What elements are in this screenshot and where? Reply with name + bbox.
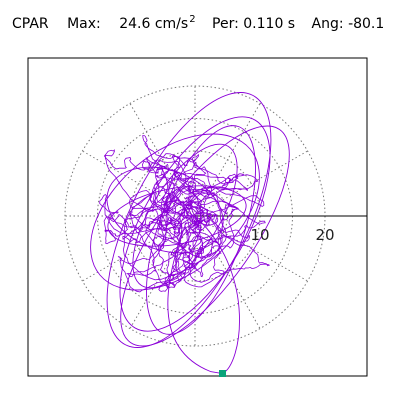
motion-trace — [90, 92, 290, 374]
trace-loop — [132, 143, 238, 289]
trace-loop — [107, 185, 247, 247]
radial-tick-label: 20 — [315, 226, 334, 244]
grid-spoke — [129, 103, 196, 217]
grid-spoke — [82, 150, 196, 217]
trace-loop — [146, 125, 256, 335]
trace-core — [99, 135, 270, 293]
trace-loop — [106, 166, 224, 254]
max-unit-exponent: 2 — [189, 14, 196, 25]
max-value: 24.6 cm/s2 — [119, 14, 196, 32]
radial-tick-label: 10 — [250, 226, 269, 244]
max-label: Max: — [67, 16, 101, 32]
trace-loop — [119, 116, 271, 332]
header-readout: CPAR Max: 24.6 cm/s2 Per: 0.110 s Ang: -… — [12, 14, 385, 32]
ang-value: -80.1 — [348, 16, 385, 32]
max-marker — [219, 370, 226, 377]
grid-spoke — [129, 215, 196, 329]
trace-loop — [90, 133, 260, 291]
plot-frame — [27, 57, 368, 377]
station-code: CPAR — [12, 16, 49, 32]
trace-loop — [106, 92, 272, 348]
trace-loop — [120, 125, 290, 347]
trace-peak-excursion — [167, 220, 240, 374]
grid-spoke — [82, 215, 196, 282]
grid-spoke — [194, 215, 261, 329]
grid-spoke — [194, 103, 261, 217]
radial-tick-labels: 10 20 — [250, 226, 334, 244]
per-value: 0.110 s — [243, 16, 296, 32]
per-label: Per: — [212, 16, 239, 32]
ang-label: Ang: — [311, 16, 344, 32]
